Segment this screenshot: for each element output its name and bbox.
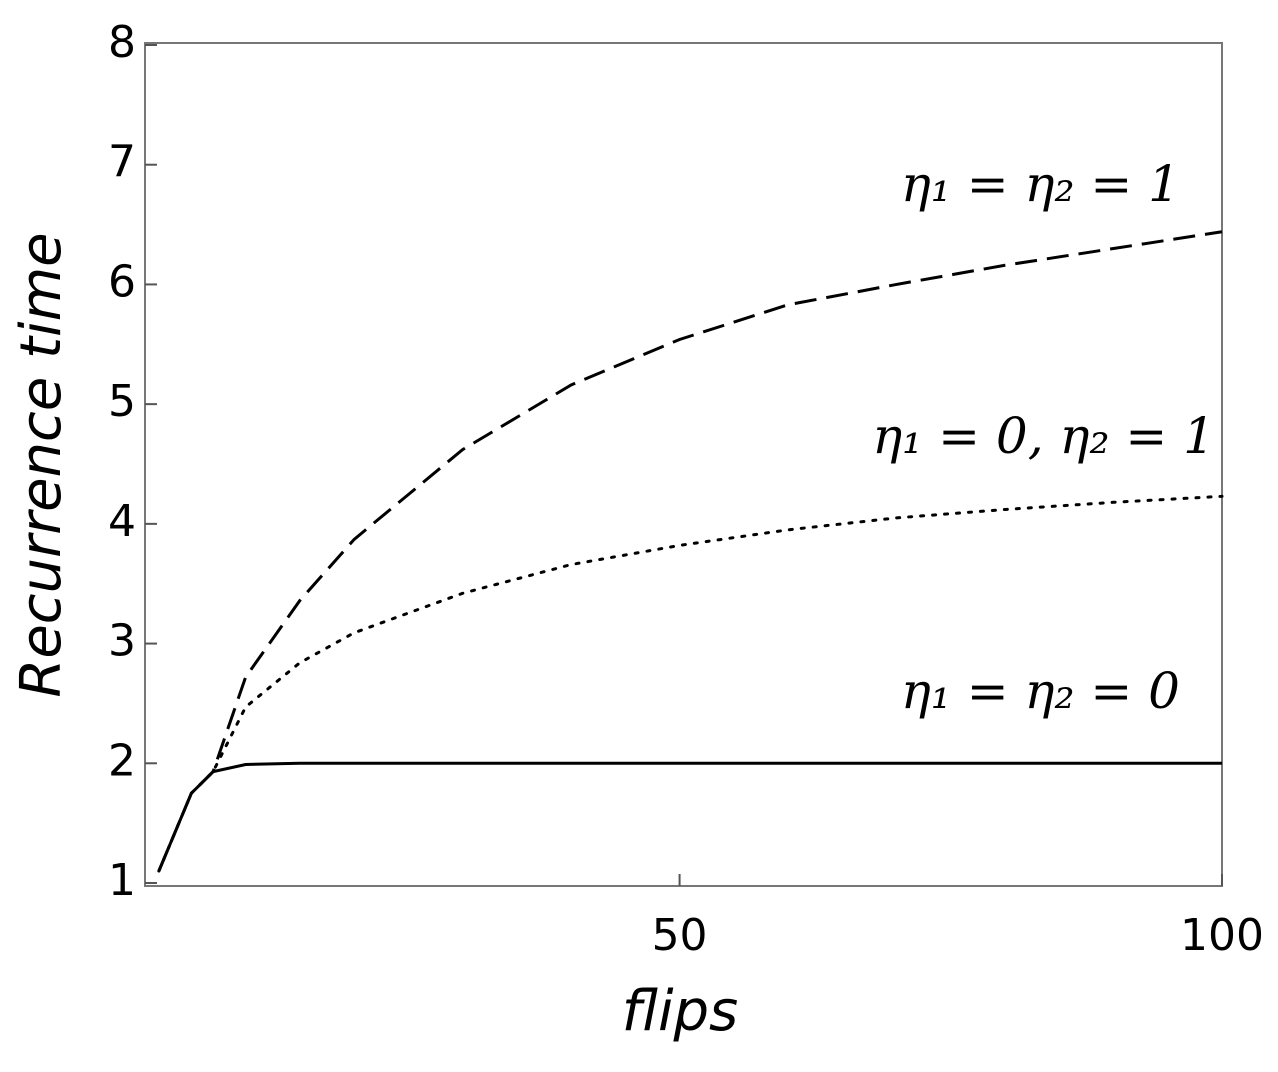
x-tick-label: 100: [1180, 910, 1264, 961]
y-tick-label: 7: [108, 137, 136, 188]
series-line: [157, 230, 1223, 872]
y-tick-label: 1: [108, 855, 136, 906]
plot-frame: [144, 42, 1223, 887]
x-tick-label: 50: [652, 910, 708, 961]
y-tick-label: 5: [108, 376, 136, 427]
y-tick-label: 3: [108, 616, 136, 667]
y-tick-label: 4: [108, 496, 136, 547]
series-line: [157, 494, 1224, 873]
series-label: η₁ = η₂ = 1: [901, 155, 1180, 213]
x-axis-label: flips: [622, 979, 738, 1044]
y-tick-label: 2: [108, 735, 136, 786]
series-label: η₁ = 0, η₂ = 1: [872, 407, 1215, 465]
y-tick-label: 8: [108, 17, 136, 68]
y-axis-label: Recurrence time: [9, 232, 74, 697]
series-label: η₁ = η₂ = 0: [901, 662, 1180, 720]
series-line: [157, 761, 1222, 872]
y-tick-label: 6: [108, 256, 136, 307]
